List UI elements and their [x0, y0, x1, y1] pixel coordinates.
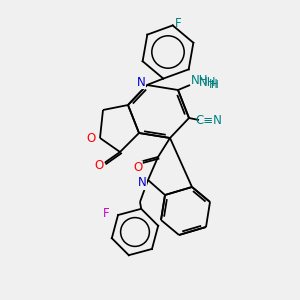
- Text: NH: NH: [199, 76, 217, 88]
- Text: F: F: [103, 206, 109, 220]
- Text: O: O: [86, 131, 96, 145]
- Text: H: H: [211, 80, 219, 90]
- Text: O: O: [94, 159, 104, 172]
- Text: O: O: [133, 161, 142, 174]
- Text: NH: NH: [191, 74, 209, 88]
- Text: C≡N: C≡N: [196, 113, 222, 127]
- Text: H: H: [208, 77, 217, 91]
- Text: N: N: [138, 176, 146, 190]
- Text: N: N: [136, 76, 146, 88]
- Text: F: F: [174, 17, 181, 30]
